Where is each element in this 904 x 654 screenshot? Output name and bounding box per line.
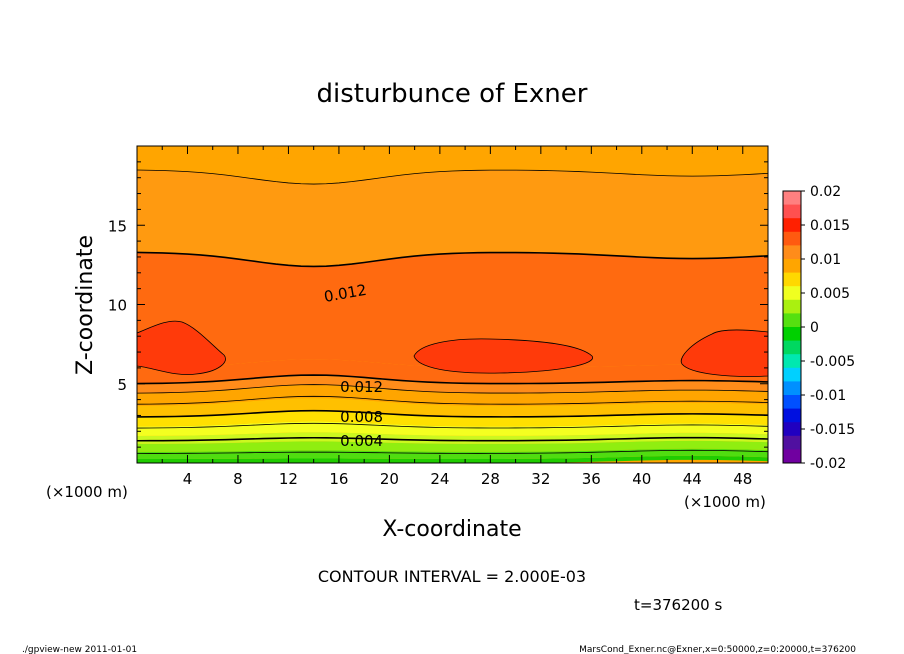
x-tick-label-16: 16 <box>329 470 348 488</box>
contour-band-7 <box>137 384 768 406</box>
colorbar-swatch-9 <box>783 313 801 328</box>
colorbar-label: 0.01 <box>810 252 841 268</box>
colorbar-label: -0.005 <box>810 354 855 370</box>
colorbar-swatch-15 <box>783 395 801 410</box>
contour-line-1 <box>137 436 768 442</box>
colorbar-label: 0.015 <box>810 218 850 234</box>
x-tick-label-12: 12 <box>279 470 298 488</box>
x-tick-label-28: 28 <box>481 470 500 488</box>
y-tick-label-15: 15 <box>108 217 127 235</box>
x-axis-label: X-coordinate <box>382 517 521 542</box>
maximum-region-left <box>137 320 226 375</box>
y-axis-label: Z-coordinate <box>73 235 98 375</box>
contour-maxima <box>137 320 768 377</box>
contour-label-3: 0.004 <box>340 432 383 450</box>
contour-line-0 <box>137 449 768 454</box>
contour-line-8 <box>137 169 768 185</box>
colorbar-swatch-2 <box>783 218 801 233</box>
contour-line-6 <box>137 374 768 385</box>
x-tick-label-40: 40 <box>632 470 651 488</box>
colorbar-label: 0 <box>810 320 819 336</box>
x-tick-label-4: 4 <box>183 470 193 488</box>
contour-label-2: 0.008 <box>340 408 383 426</box>
contour-band-12 <box>137 146 768 185</box>
contour-line-7 <box>137 251 768 268</box>
time-stamp: t=376200 s <box>634 596 722 614</box>
colorbar-label: -0.015 <box>810 422 855 438</box>
contour-band-8 <box>137 375 768 394</box>
x-tick-label-48: 48 <box>733 470 752 488</box>
colorbar-label: 0.005 <box>810 286 850 302</box>
contour-interval: CONTOUR INTERVAL = 2.000E-03 <box>318 567 586 586</box>
colorbar-swatch-13 <box>783 367 801 382</box>
colorbar-swatch-19 <box>783 449 801 464</box>
colorbar-swatch-10 <box>783 327 801 342</box>
contour-band-10 <box>137 252 768 368</box>
contour-line-4 <box>137 395 768 405</box>
colorbar: 0.02 0.015 0.01 0.005 0 -0.005 -0.01 -0.015 -0.0… <box>782 184 855 472</box>
chart-title: disturbunce of Exner <box>317 79 588 109</box>
x-tick-label-32: 32 <box>531 470 550 488</box>
x-unit-right: (×1000 m) <box>684 493 766 511</box>
colorbar-label: 0.02 <box>810 184 841 200</box>
footer-right: MarsCond_Exner.nc@Exner,x=0:50000,z=0:20… <box>579 645 856 654</box>
contour-band-2 <box>137 440 768 452</box>
colorbar-label: -0.02 <box>810 456 846 472</box>
colorbar-swatch-3 <box>783 231 801 246</box>
contour-band-1 <box>137 448 768 460</box>
colorbar-swatch-6 <box>783 272 801 287</box>
colorbar-swatch-16 <box>783 408 801 423</box>
colorbar-swatch-0 <box>783 191 801 206</box>
footer-left: ./gpview-new 2011-01-01 <box>22 645 137 654</box>
contour-band-4 <box>137 421 768 436</box>
colorbar-swatch-1 <box>783 204 801 219</box>
y-tick-label-5: 5 <box>117 376 127 394</box>
maximum-region-center <box>413 338 593 374</box>
x-axis-ticks: 4 8 12 16 20 24 28 32 36 40 44 48 <box>161 146 752 488</box>
x-tick-label-36: 36 <box>582 470 601 488</box>
colorbar-swatch-12 <box>783 354 801 369</box>
x-tick-label-44: 44 <box>683 470 702 488</box>
contour-line-3 <box>137 409 768 418</box>
colorbar-swatch-11 <box>783 340 801 355</box>
y-axis-ticks: 5 10 15 <box>108 161 768 448</box>
colorbar-label: -0.01 <box>810 388 846 404</box>
y-tick-label-10: 10 <box>108 297 127 315</box>
contour-label-1: 0.012 <box>340 378 383 396</box>
contour-lines <box>137 169 768 454</box>
colorbar-swatch-7 <box>783 286 801 301</box>
contour-fill-bands <box>137 146 768 463</box>
contour-band-11 <box>137 170 768 267</box>
x-tick-label-24: 24 <box>430 470 449 488</box>
colorbar-swatch-18 <box>783 435 801 450</box>
colorbar-swatch-8 <box>783 299 801 314</box>
colorbar-swatch-17 <box>783 422 801 437</box>
x-unit-left: (×1000 m) <box>46 483 128 501</box>
maximum-region-right <box>680 329 768 377</box>
x-tick-label-8: 8 <box>233 470 243 488</box>
contour-band-5 <box>137 410 768 427</box>
contour-band-3 <box>137 432 768 444</box>
colorbar-swatch-5 <box>783 259 801 274</box>
contour-band-6 <box>137 398 768 417</box>
contour-line-2 <box>137 422 768 429</box>
colorbar-swatch-4 <box>783 245 801 260</box>
colorbar-swatch-14 <box>783 381 801 396</box>
x-tick-label-20: 20 <box>380 470 399 488</box>
contour-line-5 <box>137 384 768 394</box>
contour-band-0 <box>137 455 768 463</box>
